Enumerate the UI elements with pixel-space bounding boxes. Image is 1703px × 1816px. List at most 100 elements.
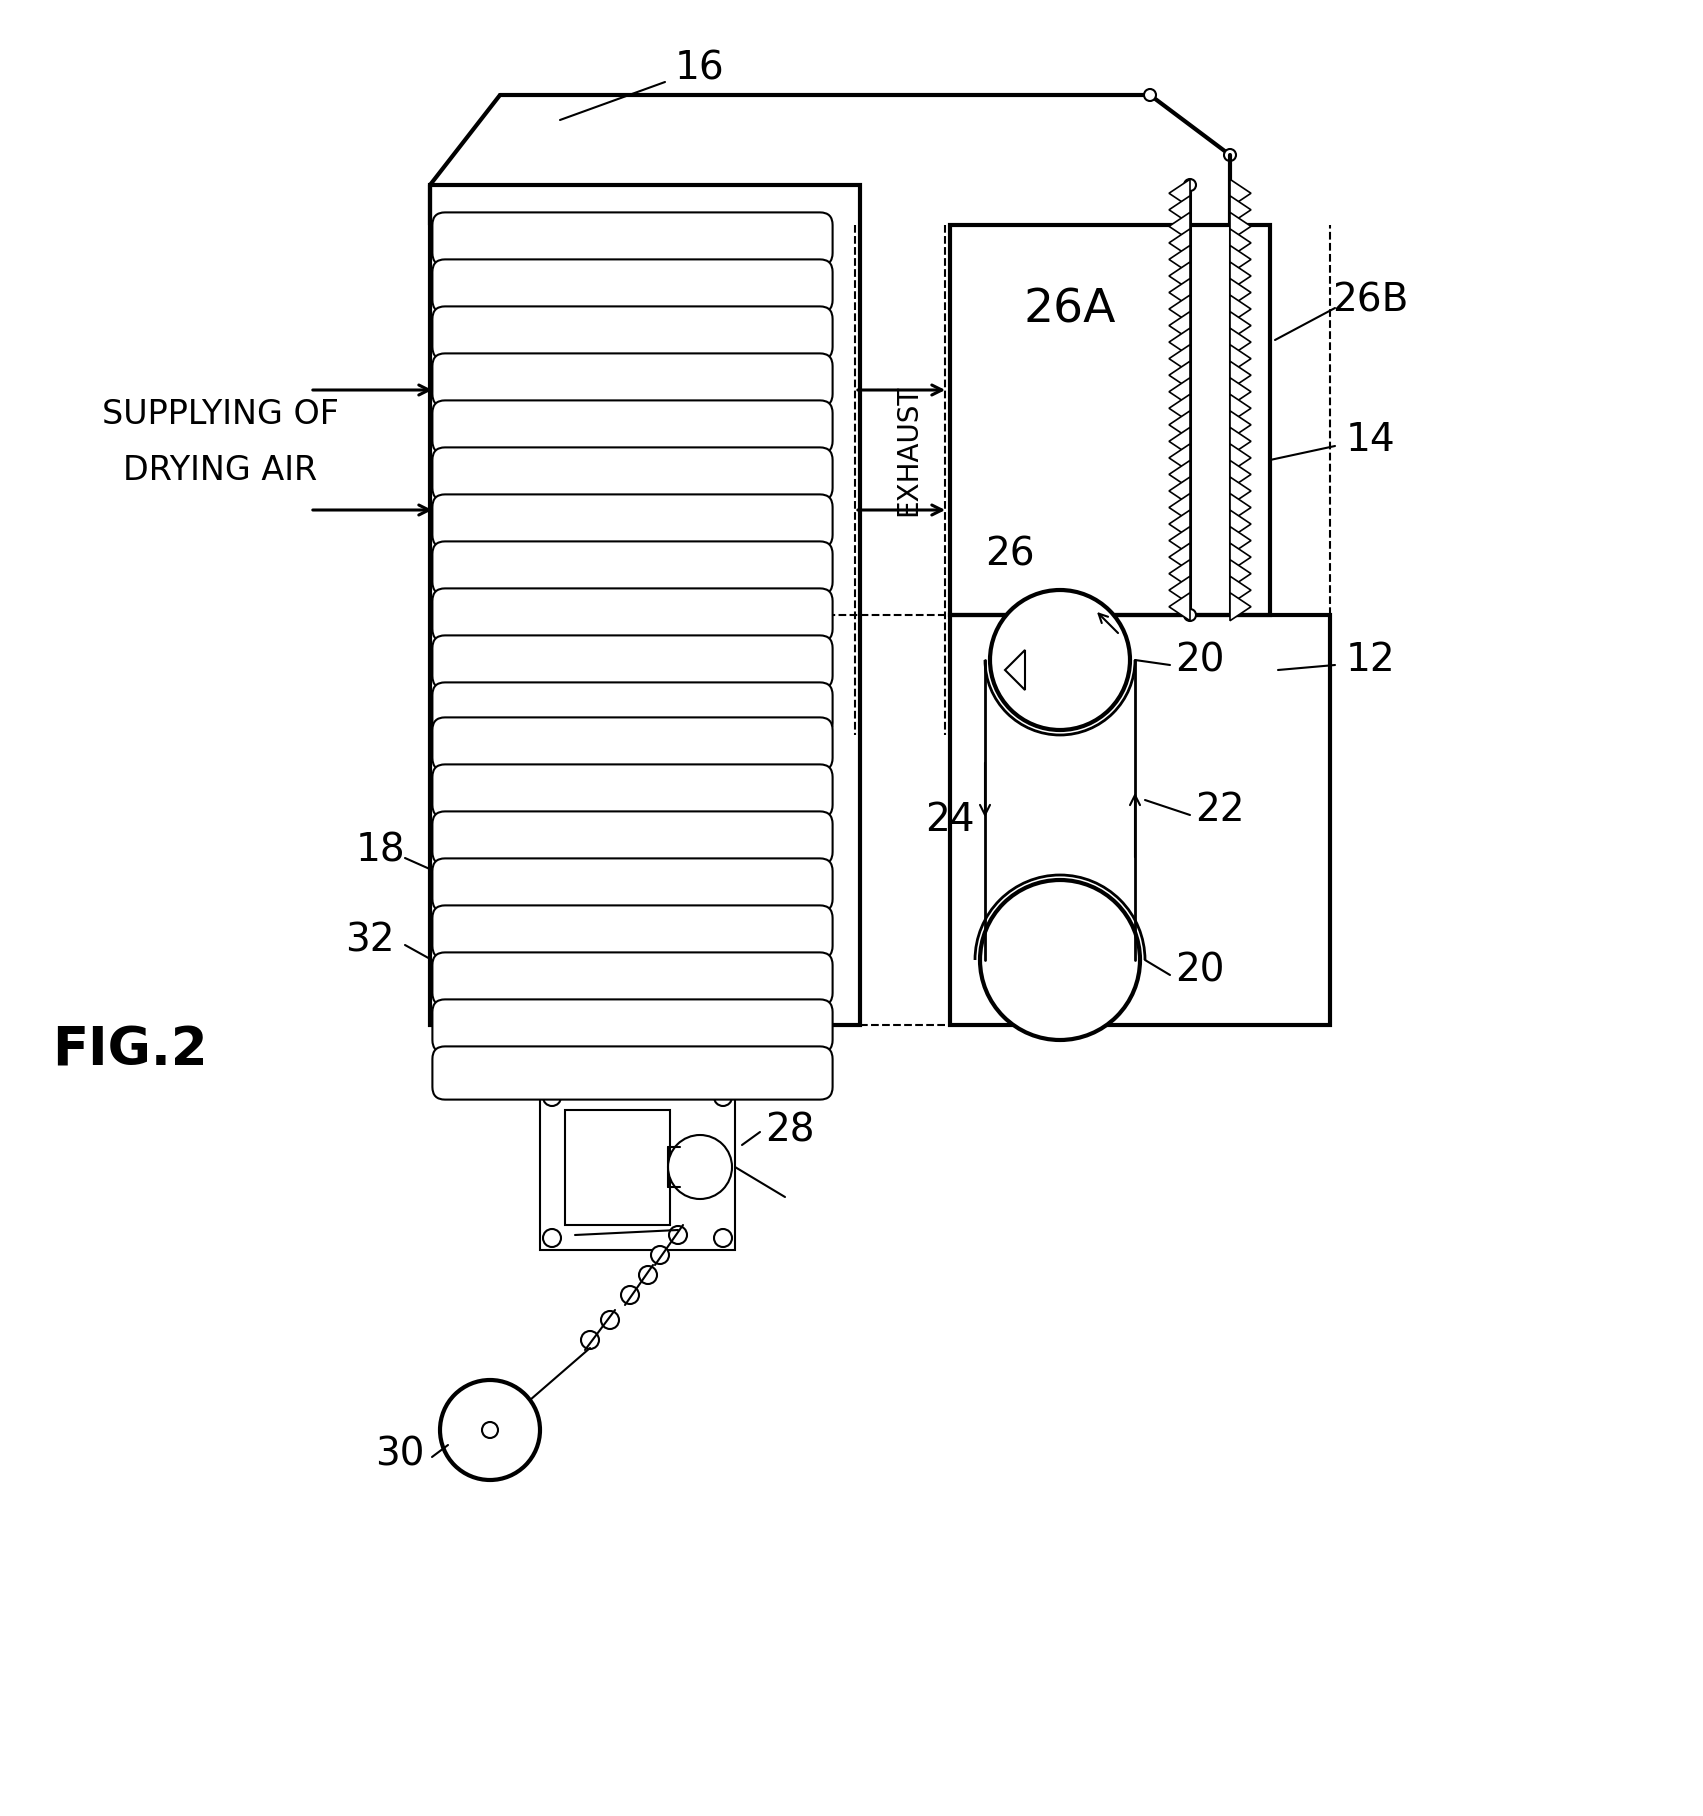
Text: EXHAUST: EXHAUST	[894, 385, 921, 516]
Polygon shape	[1168, 527, 1190, 554]
Polygon shape	[1168, 262, 1190, 291]
Circle shape	[989, 590, 1131, 730]
Polygon shape	[1230, 196, 1252, 223]
Bar	[540, 1084, 736, 1249]
Text: 26: 26	[986, 536, 1035, 574]
Polygon shape	[1168, 478, 1190, 505]
FancyBboxPatch shape	[433, 636, 833, 688]
Circle shape	[714, 1229, 732, 1248]
Polygon shape	[1230, 394, 1252, 423]
Polygon shape	[1230, 576, 1252, 605]
Polygon shape	[1230, 212, 1252, 240]
Bar	[429, 185, 860, 1024]
FancyBboxPatch shape	[433, 447, 833, 501]
FancyBboxPatch shape	[433, 717, 833, 770]
Text: 32: 32	[346, 921, 395, 959]
Bar	[950, 225, 1270, 616]
Polygon shape	[1230, 592, 1252, 621]
FancyBboxPatch shape	[433, 400, 833, 454]
FancyBboxPatch shape	[433, 307, 833, 360]
Polygon shape	[1230, 278, 1252, 307]
FancyBboxPatch shape	[433, 541, 833, 594]
Polygon shape	[1168, 180, 1190, 207]
FancyBboxPatch shape	[433, 859, 833, 912]
Polygon shape	[1168, 461, 1190, 489]
Polygon shape	[1230, 559, 1252, 588]
Text: SUPPLYING OF: SUPPLYING OF	[102, 398, 339, 432]
Text: 12: 12	[1345, 641, 1395, 679]
FancyBboxPatch shape	[433, 494, 833, 548]
Text: 14: 14	[1345, 421, 1395, 459]
Text: DRYING AIR: DRYING AIR	[123, 454, 317, 487]
Text: 18: 18	[356, 832, 405, 870]
Polygon shape	[1230, 378, 1252, 405]
Polygon shape	[1168, 278, 1190, 307]
Polygon shape	[1168, 294, 1190, 323]
Text: 20: 20	[1175, 952, 1224, 990]
Polygon shape	[1230, 410, 1252, 439]
Polygon shape	[1230, 543, 1252, 570]
FancyBboxPatch shape	[433, 212, 833, 265]
FancyBboxPatch shape	[433, 812, 833, 864]
Circle shape	[581, 1331, 599, 1349]
Circle shape	[714, 1088, 732, 1106]
Text: 26B: 26B	[1332, 281, 1408, 320]
Circle shape	[979, 881, 1139, 1041]
Polygon shape	[1168, 378, 1190, 405]
Polygon shape	[1168, 494, 1190, 521]
Bar	[565, 1110, 669, 1226]
Polygon shape	[1168, 410, 1190, 439]
Polygon shape	[1230, 180, 1252, 207]
Circle shape	[1224, 149, 1236, 162]
Polygon shape	[1230, 312, 1252, 340]
Text: 26A: 26A	[1024, 287, 1115, 332]
FancyBboxPatch shape	[433, 260, 833, 312]
Polygon shape	[1230, 245, 1252, 274]
Circle shape	[482, 1422, 497, 1438]
Polygon shape	[1168, 592, 1190, 621]
Polygon shape	[1168, 576, 1190, 605]
Circle shape	[651, 1246, 669, 1264]
Polygon shape	[1168, 361, 1190, 389]
Polygon shape	[1168, 196, 1190, 223]
Text: 20: 20	[1175, 641, 1224, 679]
FancyBboxPatch shape	[433, 683, 833, 735]
Polygon shape	[1230, 494, 1252, 521]
Polygon shape	[1230, 478, 1252, 505]
Circle shape	[669, 1226, 686, 1244]
Polygon shape	[1168, 443, 1190, 472]
FancyBboxPatch shape	[433, 354, 833, 407]
Polygon shape	[1168, 229, 1190, 256]
Polygon shape	[1168, 245, 1190, 274]
Circle shape	[622, 1286, 639, 1304]
FancyBboxPatch shape	[433, 1046, 833, 1100]
Polygon shape	[1230, 229, 1252, 256]
Polygon shape	[1168, 212, 1190, 240]
Polygon shape	[1230, 510, 1252, 538]
Bar	[950, 616, 1330, 1024]
Text: 30: 30	[375, 1436, 424, 1475]
FancyBboxPatch shape	[433, 588, 833, 641]
Circle shape	[1144, 89, 1156, 102]
Polygon shape	[1230, 527, 1252, 554]
FancyBboxPatch shape	[433, 952, 833, 1006]
Polygon shape	[1168, 345, 1190, 372]
Circle shape	[514, 1019, 526, 1031]
Circle shape	[543, 1229, 560, 1248]
Polygon shape	[1230, 361, 1252, 389]
Polygon shape	[1168, 427, 1190, 456]
Polygon shape	[1168, 312, 1190, 340]
Circle shape	[1184, 608, 1196, 621]
FancyBboxPatch shape	[433, 999, 833, 1053]
Circle shape	[601, 1311, 618, 1329]
Polygon shape	[1230, 262, 1252, 291]
Text: FIG.2: FIG.2	[53, 1024, 208, 1077]
Polygon shape	[1168, 543, 1190, 570]
Polygon shape	[1168, 510, 1190, 538]
Circle shape	[439, 1380, 540, 1480]
FancyBboxPatch shape	[433, 906, 833, 959]
Polygon shape	[1168, 329, 1190, 356]
Text: 28: 28	[765, 1111, 814, 1150]
Circle shape	[668, 1135, 732, 1199]
Polygon shape	[1230, 294, 1252, 323]
